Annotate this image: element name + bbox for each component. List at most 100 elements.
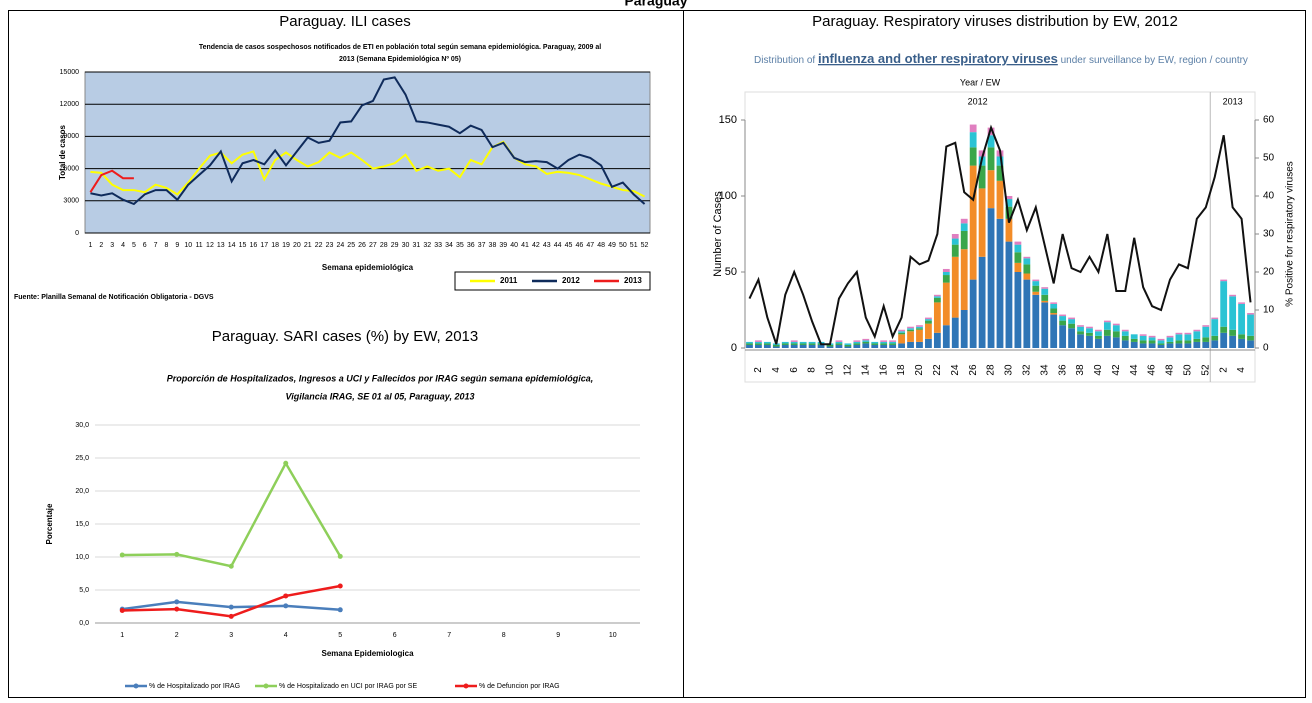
bar-segment bbox=[808, 341, 816, 344]
bar-segment bbox=[1220, 326, 1228, 333]
bar-segment bbox=[1112, 337, 1120, 348]
bar-segment bbox=[1103, 320, 1111, 323]
y-axis-label: Number of Cases bbox=[712, 191, 724, 277]
x-tick-label: 1 bbox=[120, 632, 124, 639]
bar-segment bbox=[1086, 326, 1093, 329]
x-tick-label: 34 bbox=[445, 242, 453, 249]
bar-segment bbox=[889, 341, 897, 344]
y-tick-label: 100 bbox=[719, 190, 737, 202]
bar-segment bbox=[817, 344, 825, 348]
year-label: 2013 bbox=[1223, 96, 1243, 106]
x-tick-label: 41 bbox=[521, 242, 529, 249]
y2-tick-label: 30 bbox=[1263, 229, 1275, 240]
marker bbox=[174, 606, 180, 612]
bar-segment bbox=[746, 341, 753, 344]
series-line bbox=[90, 140, 646, 198]
legend-label: 2012 bbox=[562, 276, 580, 285]
legend-marker bbox=[463, 683, 469, 689]
x-tick-label: 24 bbox=[950, 364, 961, 376]
header-part: influenza and other respiratory viruses bbox=[818, 51, 1058, 66]
y2-tick-label: 60 bbox=[1263, 115, 1275, 126]
x-tick-label: 34 bbox=[1039, 364, 1050, 376]
bar-segment bbox=[1041, 287, 1049, 289]
x-tick-label: 51 bbox=[630, 242, 638, 249]
bar-segment bbox=[755, 344, 762, 348]
y2-tick-label: 0 bbox=[1263, 343, 1269, 354]
bar-segment bbox=[1166, 341, 1174, 344]
x-tick-label: 46 bbox=[1147, 364, 1158, 376]
marker bbox=[228, 563, 234, 569]
x-tick-label: 15 bbox=[239, 242, 247, 249]
bar-segment bbox=[898, 331, 905, 333]
x-tick-label: 48 bbox=[597, 242, 605, 249]
x-tick-label: 4 bbox=[284, 632, 288, 639]
y-tick-label: 3000 bbox=[63, 198, 79, 205]
bar-segment bbox=[978, 256, 986, 348]
bar-segment bbox=[844, 344, 852, 347]
bar-segment bbox=[1193, 331, 1201, 339]
x-tick-label: 25 bbox=[347, 242, 355, 249]
bar-segment bbox=[1005, 196, 1013, 200]
bar-segment bbox=[1220, 281, 1228, 327]
bar-segment bbox=[889, 343, 897, 345]
bar-segment bbox=[826, 346, 834, 348]
x-tick-label: 17 bbox=[260, 242, 268, 249]
x-tick-label: 35 bbox=[456, 242, 464, 249]
bar-segment bbox=[1139, 343, 1147, 348]
x-tick-label: 30 bbox=[1004, 364, 1015, 376]
x-tick-label: 24 bbox=[336, 242, 344, 249]
bar-segment bbox=[951, 256, 959, 318]
bar-segment bbox=[1103, 322, 1111, 330]
x-tick-label: 42 bbox=[532, 242, 540, 249]
bar-segment bbox=[1202, 326, 1210, 338]
bar-segment bbox=[862, 341, 870, 344]
y-tick-label: 0 bbox=[75, 230, 79, 237]
bar-segment bbox=[996, 180, 1004, 219]
bar-segment bbox=[1032, 294, 1040, 348]
y-tick-label: 6000 bbox=[63, 165, 79, 172]
bar-segment bbox=[1121, 329, 1129, 332]
bar-segment bbox=[942, 268, 950, 272]
bar-segment bbox=[1238, 334, 1245, 339]
bar-segment bbox=[1041, 294, 1049, 301]
bar-segment bbox=[835, 341, 843, 344]
bar-segment bbox=[1184, 334, 1192, 341]
x-tick-label: 16 bbox=[878, 364, 889, 376]
bar-segment bbox=[960, 218, 968, 224]
bar-segment bbox=[853, 343, 861, 345]
bar-segment bbox=[1202, 325, 1210, 327]
x-tick-label: 22 bbox=[932, 364, 943, 376]
bar-segment bbox=[1014, 252, 1022, 263]
bar-segment bbox=[808, 344, 816, 348]
bar-segment bbox=[907, 328, 914, 330]
bar-segment bbox=[835, 343, 843, 345]
bar-segment bbox=[1193, 338, 1201, 342]
bar-segment bbox=[1220, 332, 1228, 348]
bar-segment bbox=[969, 132, 977, 148]
chart-title: 2013 (Semana Epidemiológica Nº 05) bbox=[339, 56, 461, 63]
bar-segment bbox=[960, 310, 968, 348]
x-tick-label: 32 bbox=[1021, 364, 1032, 376]
bar-segment bbox=[1229, 296, 1237, 330]
bar-segment bbox=[1112, 325, 1120, 332]
bar-segment bbox=[1121, 331, 1129, 336]
bar-segment bbox=[1184, 340, 1192, 344]
bar-segment bbox=[1041, 288, 1049, 295]
x-tick-label: 20 bbox=[914, 364, 925, 376]
bar-segment bbox=[880, 341, 888, 344]
x-tick-label: 49 bbox=[608, 242, 616, 249]
y-tick-label: 12000 bbox=[60, 101, 80, 108]
bar-segment bbox=[916, 326, 923, 329]
bar-segment bbox=[1229, 294, 1237, 297]
bar-segment bbox=[996, 218, 1004, 348]
y-tick-label: 150 bbox=[719, 114, 737, 126]
bar-segment bbox=[1095, 331, 1102, 336]
x-tick-label: 20 bbox=[293, 242, 301, 249]
marker bbox=[174, 599, 180, 605]
chart-header: Distribution of influenza and other resp… bbox=[754, 51, 1248, 66]
x-tick-label: 22 bbox=[315, 242, 323, 249]
header-part: under surveillance by EW, region / count… bbox=[1061, 55, 1248, 66]
bar-segment bbox=[880, 344, 888, 348]
bar-segment bbox=[799, 343, 807, 345]
x-tick-label: 36 bbox=[467, 242, 475, 249]
